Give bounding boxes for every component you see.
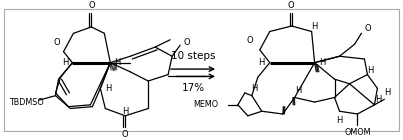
Text: O: O (364, 24, 371, 33)
Text: O: O (183, 38, 190, 47)
Text: TBDMSO: TBDMSO (9, 98, 44, 107)
Text: H: H (295, 86, 301, 95)
Text: O: O (88, 1, 95, 10)
Text: H: H (368, 66, 374, 74)
Text: H: H (105, 84, 112, 93)
Text: H: H (337, 116, 343, 125)
Text: H: H (62, 58, 69, 67)
Text: H: H (376, 95, 382, 104)
Text: H: H (251, 84, 258, 93)
Text: 10 steps: 10 steps (171, 51, 215, 61)
Text: O: O (122, 130, 129, 139)
Text: H: H (114, 58, 120, 67)
Text: H: H (320, 58, 326, 67)
Text: H: H (384, 88, 391, 97)
Text: 17%: 17% (181, 83, 205, 93)
Text: H: H (258, 58, 265, 67)
Text: H: H (122, 107, 129, 116)
Text: O: O (246, 36, 253, 45)
Text: H: H (312, 22, 318, 31)
Text: O: O (53, 38, 60, 47)
Text: MEMO: MEMO (193, 100, 218, 109)
Text: OMOM: OMOM (344, 128, 371, 137)
Text: O: O (287, 1, 294, 10)
